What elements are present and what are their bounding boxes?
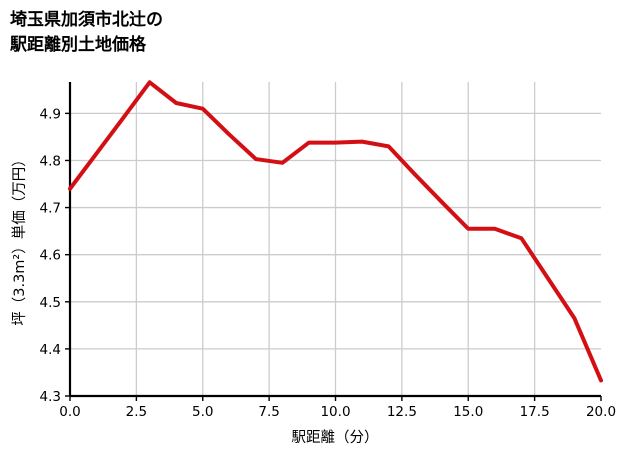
tick-labels-group: 4.3 4.4 4.5 4.6 4.7 4.8 4.9 0.0 2.5 5.0 7.5 10.0 12.…	[40, 106, 617, 420]
y-axis-title: 坪（3.3m²）単価（万円）	[11, 152, 28, 326]
data-line	[68, 80, 603, 383]
tick-marks-group	[65, 112, 602, 401]
x-tick-label: 5.0	[192, 404, 213, 420]
data-series-group	[68, 80, 603, 383]
y-tick-label: 4.7	[40, 201, 61, 217]
x-tick-label: 7.5	[258, 404, 279, 420]
x-tick-label: 10.0	[320, 404, 350, 420]
y-tick-label: 4.3	[40, 389, 61, 405]
y-tick-label: 4.6	[40, 248, 61, 264]
x-tick-label: 20.0	[586, 404, 616, 420]
chart-title: 埼玉県加須市北辻の 駅距離別土地価格	[10, 10, 163, 55]
y-tick-label: 4.5	[40, 295, 61, 311]
x-tick-label: 0.0	[59, 404, 80, 420]
y-tick-label: 4.9	[40, 106, 61, 122]
x-tick-label: 15.0	[453, 404, 483, 420]
x-tick-label: 12.5	[387, 404, 417, 420]
y-tick-label: 4.4	[40, 342, 61, 358]
x-tick-label: 2.5	[126, 404, 147, 420]
x-tick-label: 17.5	[520, 404, 550, 420]
y-tick-label: 4.8	[40, 153, 61, 169]
x-axis-title: 駅距離（分）	[292, 428, 379, 446]
gridlines-group	[70, 82, 601, 396]
